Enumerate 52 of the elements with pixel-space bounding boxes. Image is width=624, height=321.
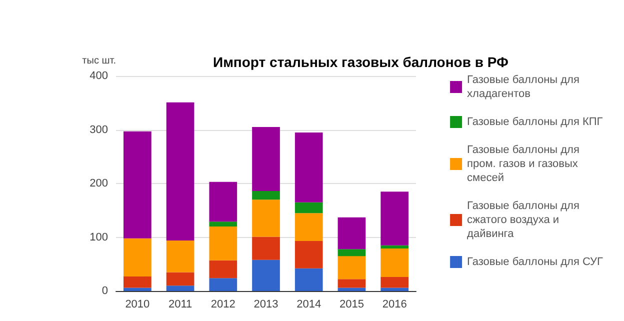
x-tick-label: 2011	[168, 298, 192, 310]
bar	[338, 256, 366, 280]
bar	[338, 249, 366, 256]
x-tick-label: 2016	[382, 298, 407, 310]
bar	[338, 288, 366, 291]
y-axis-title: тыс шт.	[82, 56, 116, 66]
bar	[294, 268, 323, 291]
bar	[209, 222, 238, 226]
bar	[124, 238, 152, 276]
bar	[252, 236, 280, 260]
bar	[338, 217, 366, 250]
legend-label: Газовые баллоны для хладагентов	[467, 74, 580, 100]
bar	[294, 241, 323, 268]
bar	[380, 288, 408, 291]
bar	[380, 248, 408, 278]
legend-label: Газовые баллоны для пром. газов и газовых смесей	[467, 144, 580, 184]
bar	[209, 260, 238, 278]
bar	[166, 286, 194, 291]
bar	[124, 288, 152, 291]
bar	[252, 200, 280, 237]
bar	[252, 127, 280, 192]
x-tick-label: 2015	[339, 298, 364, 310]
bar	[294, 202, 323, 214]
bar	[338, 279, 366, 288]
legend-label: Газовые баллоны для сжатого воздуха и дайвинга	[467, 200, 580, 240]
y-tick-label: 400	[90, 70, 108, 82]
bar	[166, 272, 194, 286]
bar	[209, 278, 238, 291]
chart-title: Импорт стальных газовых баллонов в РФ	[213, 54, 508, 70]
bar	[166, 102, 194, 240]
x-tick-label: 2010	[125, 298, 150, 310]
bar	[252, 260, 280, 291]
bar	[124, 276, 152, 288]
bar	[166, 240, 194, 272]
x-tick-label: 2012	[210, 298, 236, 310]
bar	[294, 213, 323, 242]
bar	[380, 245, 408, 249]
y-tick-label: 100	[90, 231, 108, 244]
legend-label: Газовые баллоны для КПГ	[467, 116, 603, 128]
bar	[209, 226, 238, 260]
bar	[294, 132, 323, 202]
y-tick-label: 200	[90, 178, 108, 190]
bar	[124, 131, 152, 238]
y-tick-label: 300	[90, 124, 108, 136]
x-tick-label: 2013	[254, 298, 278, 310]
bar	[252, 191, 280, 200]
bar	[380, 192, 408, 246]
y-tick-label: 0	[102, 285, 108, 297]
bar	[380, 277, 408, 288]
x-tick-label: 2014	[296, 298, 322, 310]
bar	[209, 182, 238, 222]
legend-label: Газовые баллоны для СУГ	[467, 256, 604, 268]
